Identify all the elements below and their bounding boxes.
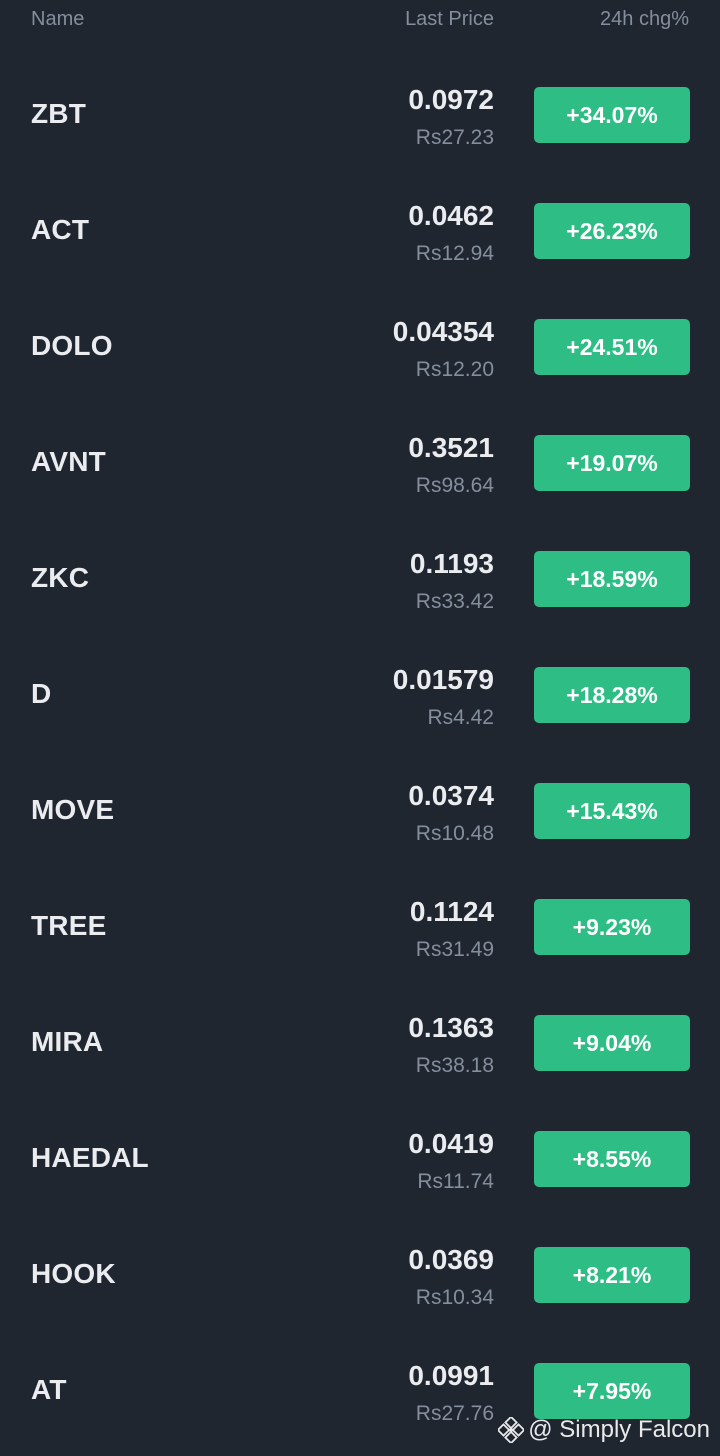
symbol-label: ZKC	[31, 562, 90, 593]
change-badge[interactable]: +9.04%	[534, 1015, 690, 1071]
market-row[interactable]: ACT 0.0462 Rs12.94 +26.23%	[0, 174, 720, 290]
symbol-label: ACT	[31, 214, 90, 245]
last-price: 0.1363	[408, 1012, 494, 1043]
watermark-text: @ Simply Falcon	[528, 1416, 710, 1443]
fiat-price: Rs38.18	[415, 1054, 494, 1077]
symbol-label: MOVE	[31, 794, 115, 825]
fiat-price: Rs4.42	[427, 706, 494, 729]
last-price: 0.3521	[408, 432, 494, 463]
fiat-price: Rs27.23	[415, 126, 494, 149]
market-row[interactable]: AVNT 0.3521 Rs98.64 +19.07%	[0, 406, 720, 522]
change-badge[interactable]: +18.28%	[534, 667, 690, 723]
symbol-label: HOOK	[31, 1258, 116, 1289]
change-badge[interactable]: +8.55%	[534, 1131, 690, 1187]
symbol-label: AT	[31, 1374, 67, 1405]
fiat-price: Rs98.64	[415, 474, 494, 497]
change-badge[interactable]: +19.07%	[534, 435, 690, 491]
symbol-label: MIRA	[31, 1026, 104, 1057]
change-badge[interactable]: +15.43%	[534, 783, 690, 839]
symbol-label: HAEDAL	[31, 1142, 149, 1173]
market-row[interactable]: MIRA 0.1363 Rs38.18 +9.04%	[0, 986, 720, 1102]
fiat-price: Rs12.20	[415, 358, 494, 381]
last-price: 0.0462	[408, 200, 494, 231]
fiat-price: Rs11.74	[417, 1170, 494, 1193]
market-row[interactable]: TREE 0.1124 Rs31.49 +9.23%	[0, 870, 720, 986]
fiat-price: Rs33.42	[415, 590, 494, 613]
binance-logo-icon	[498, 1417, 525, 1443]
market-row[interactable]: ZBT 0.0972 Rs27.23 +34.07%	[0, 58, 720, 174]
fiat-price: Rs12.94	[415, 242, 494, 265]
change-badge[interactable]: +9.23%	[534, 899, 690, 955]
column-header-last-price[interactable]: Last Price	[405, 8, 494, 30]
market-row[interactable]: AT 0.0991 Rs27.76 +7.95%	[0, 1334, 720, 1450]
change-badge[interactable]: +26.23%	[534, 203, 690, 259]
change-badge[interactable]: +18.59%	[534, 551, 690, 607]
last-price: 0.0419	[408, 1128, 494, 1159]
last-price: 0.01579	[392, 664, 494, 695]
watermark: @ Simply Falcon	[498, 1416, 710, 1444]
fiat-price: Rs10.34	[415, 1286, 494, 1309]
change-badge[interactable]: +34.07%	[534, 87, 690, 143]
symbol-label: TREE	[31, 910, 107, 941]
fiat-price: Rs10.48	[415, 822, 494, 845]
market-row[interactable]: MOVE 0.0374 Rs10.48 +15.43%	[0, 754, 720, 870]
fiat-price: Rs31.49	[415, 938, 494, 961]
last-price: 0.04354	[392, 316, 494, 347]
market-row[interactable]: HOOK 0.0369 Rs10.34 +8.21%	[0, 1218, 720, 1334]
last-price: 0.0374	[408, 780, 494, 811]
symbol-label: D	[31, 678, 52, 709]
change-badge[interactable]: +7.95%	[534, 1363, 690, 1419]
symbol-label: DOLO	[31, 330, 113, 361]
symbol-label: ZBT	[31, 98, 87, 129]
column-header-name[interactable]: Name	[31, 8, 85, 30]
last-price: 0.0991	[408, 1360, 494, 1391]
column-header-24h-change[interactable]: 24h chg%	[600, 8, 689, 30]
fiat-price: Rs27.76	[415, 1402, 494, 1425]
change-badge[interactable]: +24.51%	[534, 319, 690, 375]
last-price: 0.1193	[409, 548, 494, 579]
last-price: 0.0369	[408, 1244, 494, 1275]
symbol-label: AVNT	[31, 446, 106, 477]
market-row[interactable]: DOLO 0.04354 Rs12.20 +24.51%	[0, 290, 720, 406]
last-price: 0.0972	[408, 84, 494, 115]
market-row[interactable]: ZKC 0.1193 Rs33.42 +18.59%	[0, 522, 720, 638]
market-row[interactable]: D 0.01579 Rs4.42 +18.28%	[0, 638, 720, 754]
market-list: ZBT 0.0972 Rs27.23 +34.07% ACT 0.0462 Rs…	[0, 58, 720, 1450]
market-row[interactable]: HAEDAL 0.0419 Rs11.74 +8.55%	[0, 1102, 720, 1218]
change-badge[interactable]: +8.21%	[534, 1247, 690, 1303]
list-header: Name Last Price 24h chg%	[0, 0, 720, 40]
last-price: 0.1124	[409, 896, 494, 927]
